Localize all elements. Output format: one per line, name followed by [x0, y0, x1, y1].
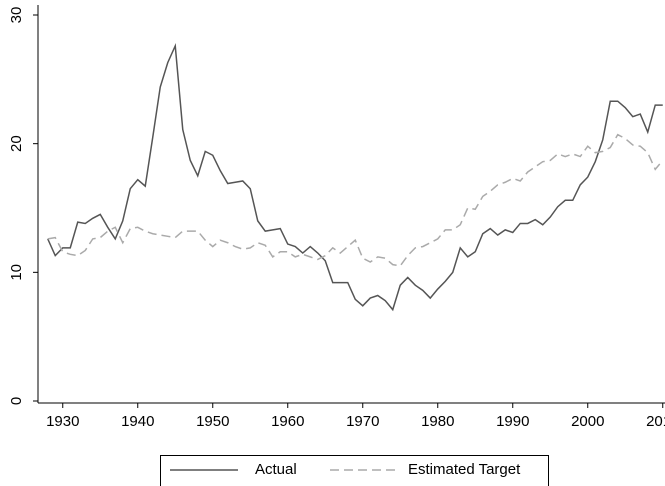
x-tick-label: 1980 [421, 413, 454, 430]
x-tick-label: 1970 [346, 413, 379, 430]
legend-label: Actual [255, 461, 297, 478]
y-tick-label: 30 [8, 7, 25, 24]
x-tick-label: 1930 [46, 413, 79, 430]
x-tick-label: 2000 [571, 413, 604, 430]
x-tick-label: 1960 [271, 413, 304, 430]
y-tick-label: 0 [8, 397, 25, 405]
x-tick-label: 2010 [646, 413, 665, 430]
x-tick-label: 1990 [496, 413, 529, 430]
legend: Actual Estimated Target [160, 455, 549, 486]
series-line [47, 42, 663, 312]
y-tick-label: 20 [8, 135, 25, 152]
series-line [47, 133, 664, 267]
x-tick-label: 1940 [121, 413, 154, 430]
y-tick-label: 10 [8, 264, 25, 281]
legend-label: Estimated Target [408, 461, 521, 478]
x-tick-label: 1950 [196, 413, 229, 430]
